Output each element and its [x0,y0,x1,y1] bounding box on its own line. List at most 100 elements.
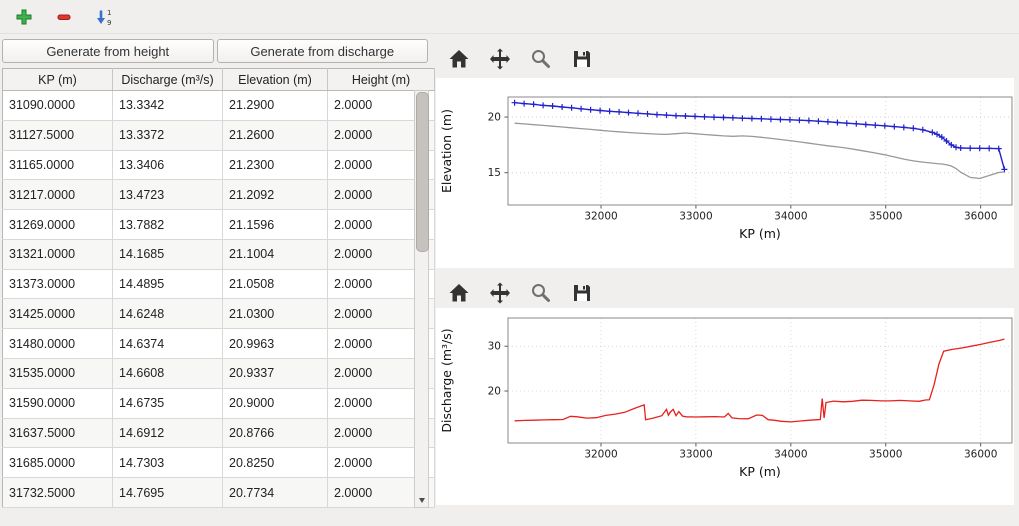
table-cell[interactable]: 31685.0000 [2,447,113,479]
table-scrollbar[interactable] [414,90,429,508]
table-row: 31127.5000 13.3372 21.2600 2.0000 [2,120,435,151]
table-cell[interactable]: 31535.0000 [2,358,113,389]
discharge-line [514,338,1005,423]
table-cell[interactable]: 31637.5000 [2,418,113,449]
home-button[interactable] [444,278,474,308]
x-tick-label: 35000 [869,449,902,461]
table-cell[interactable]: 14.6374 [112,328,223,360]
table-cell[interactable]: 31127.5000 [2,120,113,151]
table-cell[interactable]: 13.4723 [112,179,223,211]
x-tick-label: 35000 [869,211,902,223]
table-cell[interactable]: 21.0508 [222,269,328,300]
pan-button[interactable] [485,278,515,308]
table-cell[interactable]: 13.3342 [112,90,223,121]
table-panel: KP (m) Discharge (m³/s) Elevation (m) Heigh… [2,68,435,508]
table-cell[interactable]: 14.1685 [112,239,223,270]
table-cell[interactable]: 14.7303 [112,447,223,479]
table-cell[interactable]: 21.1004 [222,239,328,270]
x-tick-label: 33000 [679,449,712,461]
table-cell[interactable]: 31373.0000 [2,269,113,300]
save-button[interactable] [567,44,597,74]
elevation-figure-canvas[interactable]: 32000 33000 34000 35000 36000 15 20 KP (m) Eleva… [436,78,1014,268]
table-row: 31480.0000 14.6374 20.9963 2.0000 [2,328,435,360]
generate-from-height-button[interactable]: Generate from height [2,39,214,63]
table-cell[interactable]: 21.0300 [222,298,328,330]
table-row: 31373.0000 14.4895 21.0508 2.0000 [2,269,435,300]
gridlines [504,97,1012,209]
table-row: 31090.0000 13.3342 21.2900 2.0000 [2,90,435,121]
zoom-button[interactable] [526,44,556,74]
table-cell[interactable]: 14.6608 [112,358,223,389]
table-row: 31590.0000 14.6735 20.9000 2.0000 [2,388,435,419]
generate-buttons-row: Generate from height Generate from disch… [2,39,428,63]
discharge-figure-canvas[interactable]: 32000 33000 34000 35000 36000 20 30 KP (m) Disch… [436,308,1014,505]
gridlines [504,318,1012,447]
table-cell[interactable]: 31269.0000 [2,209,113,240]
table-cell[interactable]: 14.6735 [112,388,223,419]
save-button[interactable] [567,278,597,308]
table-cell[interactable]: 31425.0000 [2,298,113,330]
column-header[interactable]: Height (m) [327,68,435,91]
table-cell[interactable]: 31090.0000 [2,90,113,121]
table-cell[interactable]: 21.2900 [222,90,328,121]
table-cell[interactable]: 21.1596 [222,209,328,240]
table-row: 31685.0000 14.7303 20.8250 2.0000 [2,447,435,479]
y-tick-label: 20 [488,112,501,124]
home-button[interactable] [444,44,474,74]
save-icon [574,285,590,301]
add-row-button[interactable] [10,4,38,30]
x-tick-label: 34000 [774,449,807,461]
table-cell[interactable]: 31480.0000 [2,328,113,360]
x-axis-label: KP (m) [739,226,781,241]
plot-frame [507,317,1013,444]
zoom-icon [532,50,550,68]
table-cell[interactable]: 13.3372 [112,120,223,151]
table-cell[interactable]: 21.2600 [222,120,328,151]
zoom-button[interactable] [526,278,556,308]
column-header[interactable]: KP (m) [2,68,113,91]
table-cell[interactable]: 31732.5000 [2,477,113,508]
plot-frame [507,96,1013,206]
table-cell[interactable]: 14.6248 [112,298,223,330]
table-cell[interactable]: 31217.0000 [2,179,113,211]
x-tick-label: 32000 [584,211,617,223]
table-row: 31732.5000 14.7695 20.7734 2.0000 [2,477,435,508]
pan-icon [490,48,510,70]
svg-text:9: 9 [107,19,111,26]
bed-elevation-line [514,122,1005,180]
remove-row-button[interactable] [50,4,78,30]
table-cell[interactable]: 20.9337 [222,358,328,389]
table-cell[interactable]: 13.7882 [112,209,223,240]
table-cell[interactable]: 21.2300 [222,150,328,181]
svg-text:1: 1 [107,9,111,17]
y-axis-label: Discharge (m³/s) [439,328,454,432]
sort-button[interactable]: 1 9 [90,4,118,30]
generate-from-discharge-button[interactable]: Generate from discharge [216,39,428,63]
table-cell[interactable]: 20.7734 [222,477,328,508]
elevation-chart: 32000 33000 34000 35000 36000 15 20 KP (m) Eleva… [439,96,1013,241]
column-header[interactable]: Elevation (m) [222,68,328,91]
table-cell[interactable]: 31590.0000 [2,388,113,419]
zoom-icon [532,284,550,302]
table-cell[interactable]: 31321.0000 [2,239,113,270]
table-cell[interactable]: 14.4895 [112,269,223,300]
x-tick-label: 36000 [964,211,997,223]
discharge-plot-toolbar [444,278,597,308]
table-cell[interactable]: 20.8250 [222,447,328,479]
table-cell[interactable]: 13.3406 [112,150,223,181]
table-cell[interactable]: 21.2092 [222,179,328,211]
table-row: 31535.0000 14.6608 20.9337 2.0000 [2,358,435,389]
table-cell[interactable]: 31165.0000 [2,150,113,181]
column-header[interactable]: Discharge (m³/s) [112,68,223,91]
scrollbar-thumb[interactable] [416,92,429,252]
pan-button[interactable] [485,44,515,74]
table-cell[interactable]: 14.7695 [112,477,223,508]
home-icon [449,284,469,302]
table-cell[interactable]: 20.8766 [222,418,328,449]
scrollbar-down-button[interactable] [415,493,428,507]
table-cell[interactable]: 14.6912 [112,418,223,449]
save-icon [574,51,590,67]
sort-ascending-icon: 1 9 [97,9,111,26]
table-cell[interactable]: 20.9963 [222,328,328,360]
table-cell[interactable]: 20.9000 [222,388,328,419]
